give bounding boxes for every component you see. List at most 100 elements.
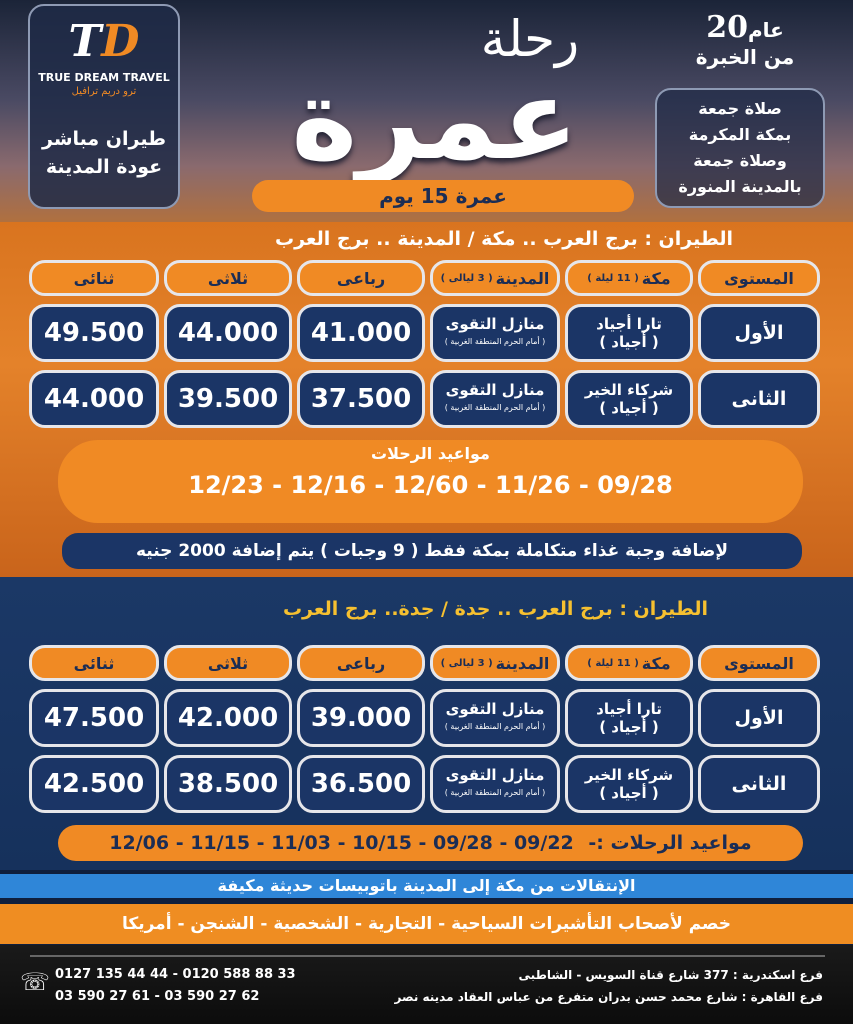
logo-name-en: TRUE DREAM TRAVEL bbox=[38, 71, 170, 84]
transfer-note: الإنتقالات من مكة إلى المدينة باتوبيسات … bbox=[0, 874, 853, 898]
phone-line[interactable]: 03 590 27 61 - 03 590 27 62 bbox=[55, 989, 260, 1004]
price-triple: 38.500 bbox=[164, 755, 292, 813]
level-label: الأول bbox=[734, 707, 784, 729]
logo-box: TD TRUE DREAM TRAVEL ترو دريم ترافيل طير… bbox=[28, 4, 180, 209]
header-label: ثنائى bbox=[73, 653, 115, 673]
package1-flight: الطيران : برج العرب .. مكة / المدينة .. … bbox=[275, 228, 733, 250]
experience-number: 20 bbox=[706, 10, 748, 45]
header-note: ( 11 ليلة ) bbox=[587, 657, 639, 669]
madinah-hotel-cell: منازل التقوى ( أمام الحرم المنطقة الغربية… bbox=[430, 755, 560, 813]
madinah-hotel-cell: منازل التقوى ( أمام الحرم المنطقة الغربية… bbox=[430, 689, 560, 747]
makkah-hotel-cell: تارا أجياد( أجياد ) bbox=[565, 689, 693, 747]
divider bbox=[30, 955, 825, 957]
dates-label: مواعيد الرحلات bbox=[371, 444, 490, 463]
hotel-name: تارا أجياد bbox=[596, 700, 662, 718]
branch-alexandria: فرع اسكندرية : 377 شارع قناة السويس - ال… bbox=[518, 968, 823, 982]
hotel-name: منازل التقوى bbox=[445, 381, 545, 399]
hotel-name: منازل التقوى bbox=[445, 766, 545, 784]
duration-badge: عمرة 15 يوم bbox=[252, 180, 634, 212]
phones: 0127 135 44 44 - 0120 588 88 33 03 590 2… bbox=[55, 964, 296, 1008]
hotel-note: ( أجياد ) bbox=[599, 718, 659, 736]
hotel-note: ( أمام الحرم المنطقة الغربية ) bbox=[444, 403, 546, 412]
table-header: المدينة( 3 ليالى ) bbox=[430, 645, 560, 681]
makkah-hotel-cell: شركاء الخير( أجياد ) bbox=[565, 755, 693, 813]
hotel-name: شركاء الخير bbox=[584, 766, 674, 784]
price-quad: 39.000 bbox=[297, 689, 425, 747]
dates-value: 12/23 - 12/16 - 12/60 - 11/26 - 09/28 bbox=[188, 471, 673, 499]
friday-line: بمكة المكرمة bbox=[688, 125, 792, 144]
header-label: رباعى bbox=[336, 268, 386, 288]
hotel-name: منازل التقوى bbox=[445, 315, 545, 333]
price-value: 44.000 bbox=[43, 384, 145, 414]
package2-flight: الطيران : برج العرب .. جدة / جدة.. برج ا… bbox=[282, 598, 708, 620]
price-value: 44.000 bbox=[177, 318, 279, 348]
header-label: مكة bbox=[641, 653, 671, 673]
level-label: الثانى bbox=[731, 388, 787, 410]
madinah-hotel-cell: منازل التقوى ( أمام الحرم المنطقة الغربية… bbox=[430, 304, 560, 362]
header-label: رباعى bbox=[336, 653, 386, 673]
hotel-name: منازل التقوى bbox=[445, 700, 545, 718]
experience-unit: عام bbox=[747, 18, 784, 42]
hotel-note: ( أمام الحرم المنطقة الغربية ) bbox=[444, 337, 546, 346]
level-cell: الأول bbox=[698, 689, 820, 747]
makkah-hotel-cell: شركاء الخير( أجياد ) bbox=[565, 370, 693, 428]
level-label: الثانى bbox=[731, 773, 787, 795]
header-label: ثلاثى bbox=[207, 268, 249, 288]
friday-line: وصلاة جمعة bbox=[693, 151, 787, 170]
price-triple: 44.000 bbox=[164, 304, 292, 362]
title-big: عمرة bbox=[291, 55, 579, 185]
header-label: المستوى bbox=[724, 268, 794, 288]
price-value: 42.000 bbox=[177, 703, 279, 733]
table-header: ثلاثى bbox=[164, 645, 292, 681]
price-value: 39.500 bbox=[177, 384, 279, 414]
package2-dates-box: مواعيد الرحلات :- 12/06 - 11/15 - 11/03 … bbox=[58, 825, 803, 861]
level-cell: الثانى bbox=[698, 755, 820, 813]
header-note: ( 11 ليلة ) bbox=[587, 272, 639, 284]
level-cell: الثانى bbox=[698, 370, 820, 428]
hotel-name: تارا أجياد bbox=[596, 315, 662, 333]
logo: TD bbox=[68, 16, 140, 67]
header-label: ثنائى bbox=[73, 268, 115, 288]
madinah-hotel-cell: منازل التقوى ( أمام الحرم المنطقة الغربية… bbox=[430, 370, 560, 428]
table-header: ثنائى bbox=[29, 645, 159, 681]
hotel-note: ( أمام الحرم المنطقة الغربية ) bbox=[444, 788, 546, 797]
dates-value: 12/06 - 11/15 - 11/03 - 10/15 - 09/28 - … bbox=[109, 832, 574, 854]
table-header: رباعى bbox=[297, 260, 425, 296]
experience-text: من الخبرة bbox=[695, 45, 795, 69]
package1-dates-box: مواعيد الرحلات 12/23 - 12/16 - 12/60 - 1… bbox=[58, 440, 803, 523]
price-double: 44.000 bbox=[29, 370, 159, 428]
logo-name-ar: ترو دريم ترافيل bbox=[71, 86, 137, 97]
price-value: 47.500 bbox=[43, 703, 145, 733]
header-note: ( 3 ليالى ) bbox=[440, 272, 493, 284]
package2-table: المستوى مكة( 11 ليلة ) المدينة( 3 ليالى ) ر… bbox=[28, 645, 820, 813]
branch-cairo: فرع القاهرة : شارع محمد حسن بدران متفرع … bbox=[394, 990, 823, 1004]
meal-note: لإضافة وجبة غذاء متكاملة بمكة فقط ( 9 وج… bbox=[62, 533, 802, 569]
price-quad: 37.500 bbox=[297, 370, 425, 428]
branches: فرع اسكندرية : 377 شارع قناة السويس - ال… bbox=[395, 964, 823, 1008]
footer-section bbox=[0, 945, 853, 1024]
price-double: 47.500 bbox=[29, 689, 159, 747]
hotel-note: ( أجياد ) bbox=[599, 784, 659, 802]
price-value: 49.500 bbox=[43, 318, 145, 348]
dates-label: مواعيد الرحلات :- bbox=[588, 832, 752, 854]
experience-badge: عام20 من الخبرة bbox=[665, 10, 825, 69]
phone-line[interactable]: 0127 135 44 44 - 0120 588 88 33 bbox=[55, 967, 296, 982]
price-double: 49.500 bbox=[29, 304, 159, 362]
table-header: المستوى bbox=[698, 645, 820, 681]
header-label: ثلاثى bbox=[207, 653, 249, 673]
table-header: المستوى bbox=[698, 260, 820, 296]
table-header: ثلاثى bbox=[164, 260, 292, 296]
price-value: 37.500 bbox=[310, 384, 412, 414]
header-label: المدينة bbox=[495, 653, 550, 673]
makkah-hotel-cell: تارا أجياد( أجياد ) bbox=[565, 304, 693, 362]
title-small: رحلة bbox=[480, 10, 580, 68]
price-quad: 36.500 bbox=[297, 755, 425, 813]
madinah-return-text: عودة المدينة bbox=[45, 156, 163, 178]
friday-prayer-box: صلاة جمعة بمكة المكرمة وصلاة جمعة بالمدي… bbox=[655, 88, 825, 208]
hotel-note: ( أمام الحرم المنطقة الغربية ) bbox=[444, 722, 546, 731]
price-double: 42.500 bbox=[29, 755, 159, 813]
header-label: مكة bbox=[641, 268, 671, 288]
price-triple: 39.500 bbox=[164, 370, 292, 428]
price-triple: 42.000 bbox=[164, 689, 292, 747]
friday-line: بالمدينة المنورة bbox=[678, 177, 802, 196]
